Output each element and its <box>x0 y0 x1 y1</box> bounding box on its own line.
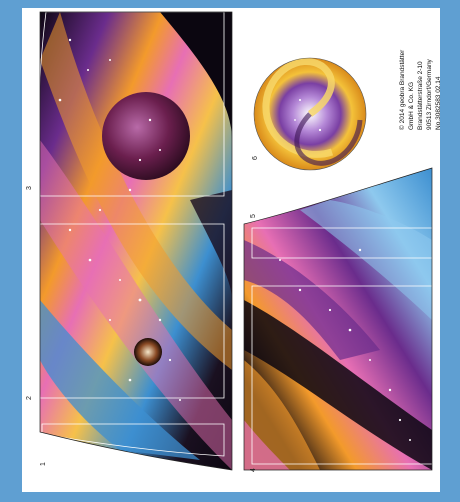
credit-line-4: 90513 Zirndorf/Germany <box>426 59 433 130</box>
copyright-block: © 2014 geobra Brandstätter GmbH & Co. KG… <box>398 50 443 130</box>
star-field <box>58 38 411 441</box>
top-strip <box>40 12 232 470</box>
panel-number-1: 1 <box>40 462 47 466</box>
credit-line-1: © 2014 geobra Brandstätter <box>399 49 406 130</box>
panel-number-3: 3 <box>26 186 33 190</box>
panel-number-6: 6 <box>252 156 259 160</box>
small-planet <box>134 338 162 366</box>
credit-line-2: GmbH & Co. KG <box>408 81 415 130</box>
credit-line-5: No.3082583 02.14 <box>435 76 442 131</box>
credit-line-3: Brandstätterstraße 2-10 <box>417 61 424 130</box>
spiral-galaxy-disc <box>253 57 367 171</box>
purple-planet <box>102 92 190 180</box>
outline <box>39 11 433 471</box>
panel-number-2: 2 <box>26 396 33 400</box>
bottom-strip <box>244 168 432 470</box>
panel-number-5: 5 <box>250 214 257 218</box>
panel-number-4: 4 <box>250 468 257 472</box>
